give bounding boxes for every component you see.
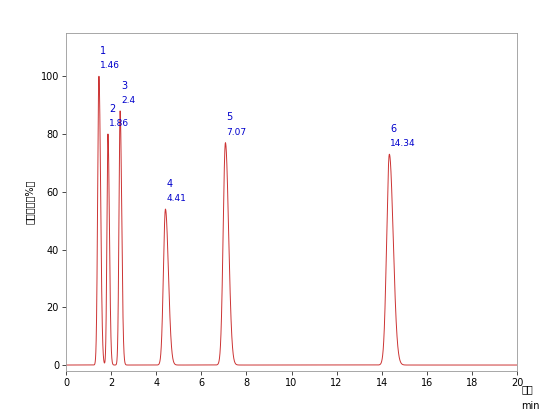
Y-axis label: 信号强度（%）: 信号强度（%） <box>25 180 35 224</box>
Text: 2.4: 2.4 <box>121 96 135 105</box>
Text: 6: 6 <box>390 124 397 134</box>
Text: 4: 4 <box>166 179 173 189</box>
Text: 3: 3 <box>121 81 127 91</box>
Text: min: min <box>521 401 540 411</box>
Text: 时间: 时间 <box>521 384 534 394</box>
Text: 14.34: 14.34 <box>390 139 416 148</box>
Text: 5: 5 <box>227 112 233 122</box>
Text: 2: 2 <box>109 104 115 114</box>
Text: 1.86: 1.86 <box>109 119 129 128</box>
Text: 1: 1 <box>100 46 106 56</box>
Text: 1.46: 1.46 <box>100 61 120 70</box>
Text: 4.41: 4.41 <box>166 194 186 204</box>
Text: 7.07: 7.07 <box>227 128 246 137</box>
